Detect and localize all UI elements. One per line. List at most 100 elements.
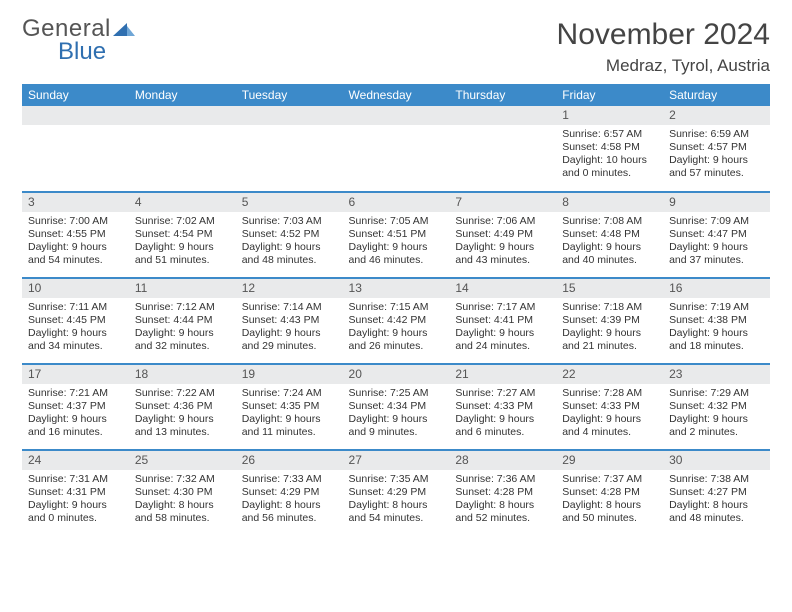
sunrise-text: Sunrise: 7:00 AM xyxy=(28,215,123,228)
calendar-day-cell: 11Sunrise: 7:12 AMSunset: 4:44 PMDayligh… xyxy=(129,278,236,364)
title-block: November 2024 Medraz, Tyrol, Austria xyxy=(557,18,770,76)
calendar-day-cell: 18Sunrise: 7:22 AMSunset: 4:36 PMDayligh… xyxy=(129,364,236,450)
sunset-text: Sunset: 4:34 PM xyxy=(349,400,444,413)
header: General Blue November 2024 Medraz, Tyrol… xyxy=(22,18,770,76)
calendar-day-cell: 9Sunrise: 7:09 AMSunset: 4:47 PMDaylight… xyxy=(663,192,770,278)
calendar-day-cell: 7Sunrise: 7:06 AMSunset: 4:49 PMDaylight… xyxy=(449,192,556,278)
day-number: 13 xyxy=(343,279,450,298)
daylight-text-1: Daylight: 8 hours xyxy=(455,499,550,512)
daylight-text-1: Daylight: 8 hours xyxy=(349,499,444,512)
daylight-text-1: Daylight: 8 hours xyxy=(242,499,337,512)
day-content: Sunrise: 7:09 AMSunset: 4:47 PMDaylight:… xyxy=(663,212,770,272)
weekday-header: Saturday xyxy=(663,84,770,106)
sunrise-text: Sunrise: 7:21 AM xyxy=(28,387,123,400)
day-number-blank xyxy=(449,106,556,125)
day-content: Sunrise: 7:37 AMSunset: 4:28 PMDaylight:… xyxy=(556,470,663,530)
daylight-text-2: and 58 minutes. xyxy=(135,512,230,525)
calendar-day-cell: 14Sunrise: 7:17 AMSunset: 4:41 PMDayligh… xyxy=(449,278,556,364)
sunrise-text: Sunrise: 7:27 AM xyxy=(455,387,550,400)
sunset-text: Sunset: 4:57 PM xyxy=(669,141,764,154)
calendar-day-cell: 12Sunrise: 7:14 AMSunset: 4:43 PMDayligh… xyxy=(236,278,343,364)
calendar-day-cell: 10Sunrise: 7:11 AMSunset: 4:45 PMDayligh… xyxy=(22,278,129,364)
daylight-text-1: Daylight: 9 hours xyxy=(669,413,764,426)
sunset-text: Sunset: 4:45 PM xyxy=(28,314,123,327)
daylight-text-2: and 57 minutes. xyxy=(669,167,764,180)
day-content: Sunrise: 7:33 AMSunset: 4:29 PMDaylight:… xyxy=(236,470,343,530)
day-content: Sunrise: 7:05 AMSunset: 4:51 PMDaylight:… xyxy=(343,212,450,272)
day-number: 2 xyxy=(663,106,770,125)
calendar-day-cell: 27Sunrise: 7:35 AMSunset: 4:29 PMDayligh… xyxy=(343,450,450,536)
daylight-text-2: and 11 minutes. xyxy=(242,426,337,439)
daylight-text-2: and 18 minutes. xyxy=(669,340,764,353)
sunrise-text: Sunrise: 7:11 AM xyxy=(28,301,123,314)
sunrise-text: Sunrise: 7:35 AM xyxy=(349,473,444,486)
calendar-day-cell: 5Sunrise: 7:03 AMSunset: 4:52 PMDaylight… xyxy=(236,192,343,278)
daylight-text-1: Daylight: 9 hours xyxy=(28,413,123,426)
daylight-text-2: and 46 minutes. xyxy=(349,254,444,267)
sunrise-text: Sunrise: 7:12 AM xyxy=(135,301,230,314)
calendar-day-cell: 19Sunrise: 7:24 AMSunset: 4:35 PMDayligh… xyxy=(236,364,343,450)
daylight-text-2: and 21 minutes. xyxy=(562,340,657,353)
day-content: Sunrise: 7:31 AMSunset: 4:31 PMDaylight:… xyxy=(22,470,129,530)
day-number: 4 xyxy=(129,193,236,212)
daylight-text-2: and 6 minutes. xyxy=(455,426,550,439)
day-content: Sunrise: 7:15 AMSunset: 4:42 PMDaylight:… xyxy=(343,298,450,358)
day-number: 14 xyxy=(449,279,556,298)
sunset-text: Sunset: 4:44 PM xyxy=(135,314,230,327)
weekday-header: Friday xyxy=(556,84,663,106)
sunrise-text: Sunrise: 7:18 AM xyxy=(562,301,657,314)
sunrise-text: Sunrise: 7:02 AM xyxy=(135,215,230,228)
sunset-text: Sunset: 4:49 PM xyxy=(455,228,550,241)
sunrise-text: Sunrise: 7:28 AM xyxy=(562,387,657,400)
day-content: Sunrise: 7:03 AMSunset: 4:52 PMDaylight:… xyxy=(236,212,343,272)
daylight-text-1: Daylight: 10 hours xyxy=(562,154,657,167)
daylight-text-1: Daylight: 9 hours xyxy=(242,413,337,426)
calendar-day-cell: 28Sunrise: 7:36 AMSunset: 4:28 PMDayligh… xyxy=(449,450,556,536)
daylight-text-2: and 40 minutes. xyxy=(562,254,657,267)
daylight-text-1: Daylight: 9 hours xyxy=(28,241,123,254)
day-number: 22 xyxy=(556,365,663,384)
day-content: Sunrise: 7:24 AMSunset: 4:35 PMDaylight:… xyxy=(236,384,343,444)
weekday-header: Wednesday xyxy=(343,84,450,106)
day-content: Sunrise: 7:38 AMSunset: 4:27 PMDaylight:… xyxy=(663,470,770,530)
sunset-text: Sunset: 4:29 PM xyxy=(242,486,337,499)
day-content: Sunrise: 6:59 AMSunset: 4:57 PMDaylight:… xyxy=(663,125,770,185)
calendar-week-row: 3Sunrise: 7:00 AMSunset: 4:55 PMDaylight… xyxy=(22,192,770,278)
sunset-text: Sunset: 4:27 PM xyxy=(669,486,764,499)
day-content: Sunrise: 7:36 AMSunset: 4:28 PMDaylight:… xyxy=(449,470,556,530)
daylight-text-1: Daylight: 9 hours xyxy=(242,327,337,340)
calendar-week-row: 17Sunrise: 7:21 AMSunset: 4:37 PMDayligh… xyxy=(22,364,770,450)
sunrise-text: Sunrise: 7:22 AM xyxy=(135,387,230,400)
daylight-text-2: and 52 minutes. xyxy=(455,512,550,525)
daylight-text-1: Daylight: 9 hours xyxy=(669,154,764,167)
sunset-text: Sunset: 4:28 PM xyxy=(455,486,550,499)
sunrise-text: Sunrise: 7:15 AM xyxy=(349,301,444,314)
calendar-day-cell: 30Sunrise: 7:38 AMSunset: 4:27 PMDayligh… xyxy=(663,450,770,536)
day-number: 28 xyxy=(449,451,556,470)
day-number: 23 xyxy=(663,365,770,384)
day-number: 5 xyxy=(236,193,343,212)
day-number: 6 xyxy=(343,193,450,212)
day-number: 27 xyxy=(343,451,450,470)
calendar-week-row: 1Sunrise: 6:57 AMSunset: 4:58 PMDaylight… xyxy=(22,106,770,192)
day-number: 20 xyxy=(343,365,450,384)
calendar-day-cell: 17Sunrise: 7:21 AMSunset: 4:37 PMDayligh… xyxy=(22,364,129,450)
sunset-text: Sunset: 4:42 PM xyxy=(349,314,444,327)
daylight-text-1: Daylight: 9 hours xyxy=(349,327,444,340)
sunrise-text: Sunrise: 7:36 AM xyxy=(455,473,550,486)
sunrise-text: Sunrise: 7:32 AM xyxy=(135,473,230,486)
day-number: 11 xyxy=(129,279,236,298)
sunset-text: Sunset: 4:35 PM xyxy=(242,400,337,413)
day-number: 1 xyxy=(556,106,663,125)
sunrise-text: Sunrise: 6:57 AM xyxy=(562,128,657,141)
day-number: 15 xyxy=(556,279,663,298)
daylight-text-2: and 26 minutes. xyxy=(349,340,444,353)
sunset-text: Sunset: 4:54 PM xyxy=(135,228,230,241)
sunset-text: Sunset: 4:38 PM xyxy=(669,314,764,327)
location-text: Medraz, Tyrol, Austria xyxy=(557,56,770,76)
daylight-text-2: and 0 minutes. xyxy=(562,167,657,180)
day-number-blank xyxy=(22,106,129,125)
day-number: 16 xyxy=(663,279,770,298)
sunrise-text: Sunrise: 7:09 AM xyxy=(669,215,764,228)
day-number: 12 xyxy=(236,279,343,298)
